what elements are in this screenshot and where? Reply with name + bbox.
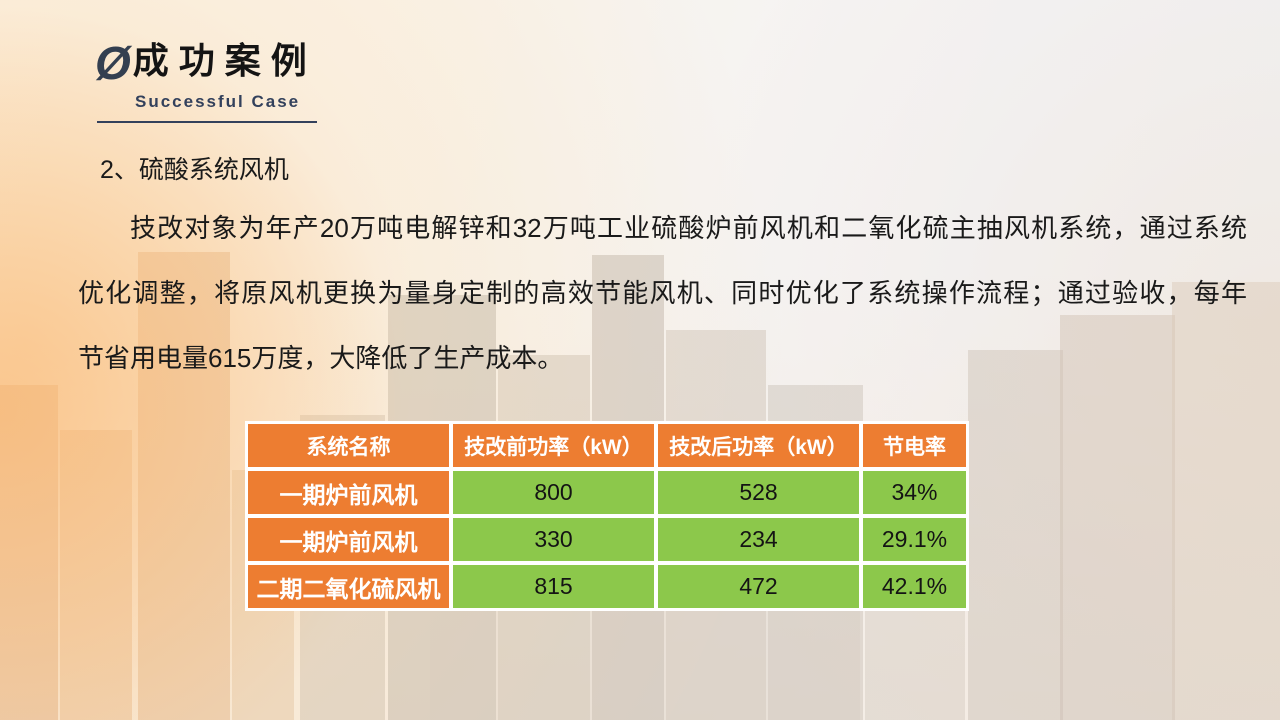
subtitle-underline (97, 121, 317, 123)
table-cell: 330 (453, 518, 654, 561)
slashed-circle-icon: Ø (95, 37, 131, 89)
body-paragraph: 技改对象为年产20万吨电解锌和32万吨工业硫酸炉前风机和二氧化硫主抽风机系统，通… (78, 196, 1247, 391)
table-cell: 528 (658, 471, 859, 514)
slide-header: Ø 成功案例 Successful Case (95, 38, 317, 123)
page-subtitle: Successful Case (135, 92, 301, 111)
table-header-saving-rate: 节电率 (863, 424, 966, 467)
table-cell: 34% (863, 471, 966, 514)
table-row-name: 一期炉前风机 (248, 518, 449, 561)
paragraph-line: 节省用电量615万度，大降低了生产成本。 (78, 343, 564, 373)
paragraph-line: 优化调整，将原风机更换为量身定制的高效节能风机、同时优化了系统操作流程；通过验收… (78, 278, 1247, 308)
table-cell: 800 (453, 471, 654, 514)
table-row-name: 二期二氧化硫风机 (248, 565, 449, 608)
table-cell: 815 (453, 565, 654, 608)
section-heading: 2、硫酸系统风机 (100, 156, 289, 184)
table-header-power-before: 技改前功率（kW） (453, 424, 654, 467)
table-header-power-after: 技改后功率（kW） (658, 424, 859, 467)
table-row-name: 一期炉前风机 (248, 471, 449, 514)
table-cell: 234 (658, 518, 859, 561)
table-header-system: 系统名称 (248, 424, 449, 467)
results-table: 系统名称 技改前功率（kW） 技改后功率（kW） 节电率 一期炉前风机 800 … (245, 421, 969, 611)
paragraph-line: 技改对象为年产20万吨电解锌和32万吨工业硫酸炉前风机和二氧化硫主抽风机系统，通… (130, 213, 1247, 243)
page-title: 成功案例 (132, 40, 317, 81)
table-cell: 472 (658, 565, 859, 608)
table-cell: 29.1% (863, 518, 966, 561)
table-cell: 42.1% (863, 565, 966, 608)
